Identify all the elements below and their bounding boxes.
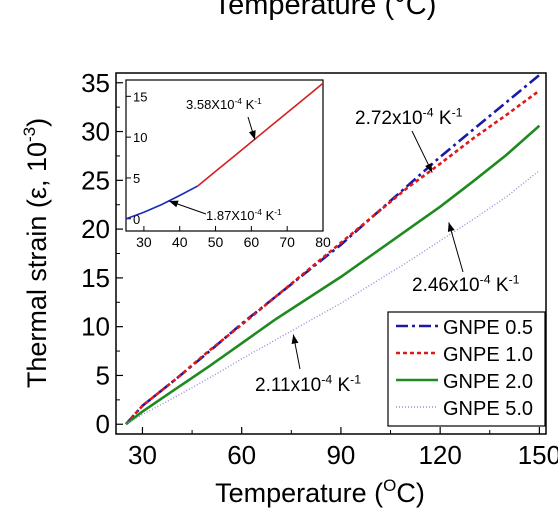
inset-x-tick-label: 80 — [315, 234, 331, 250]
main-y-tick-label: 20 — [81, 214, 110, 244]
main-x-axis: 30 60 90 120 150 — [128, 427, 558, 470]
inset-annotation-arrow-3-58-head — [248, 130, 256, 140]
inset-annotations-group: 3.58X10-4 K-1 1.87X10-4 K-1 — [168, 96, 282, 223]
inset-segment-high — [197, 82, 324, 187]
inset-x-tick-label: 40 — [172, 234, 188, 250]
main-series-group — [124, 73, 541, 426]
series-line-gnpe-2-0 — [125, 124, 541, 426]
main-y-tick-label: 10 — [81, 312, 110, 342]
inset-x-tick-label: 30 — [136, 234, 152, 250]
main-y-axis: 0 5 10 15 20 25 30 35 — [81, 68, 123, 439]
main-y-tick-label: 5 — [96, 360, 110, 390]
main-x-tick-label: 30 — [128, 440, 157, 470]
main-y-tick-label: 30 — [81, 117, 110, 147]
xlabel-sup: O — [383, 476, 396, 495]
annotation-slope-2-46: 2.46x10-4 K-1 — [412, 272, 520, 296]
xlabel-main: Temperature ( — [215, 478, 383, 508]
inset-series-group — [125, 82, 324, 220]
annotation-slope-2-72: 2.72x10-4 K-1 — [355, 105, 463, 129]
inset-annotation-slope-1-87: 1.87X10-4 K-1 — [206, 207, 282, 223]
legend-label: GNPE 1.0 — [443, 344, 533, 366]
main-x-tick-label: 90 — [326, 440, 355, 470]
inset-x-tick-label: 50 — [208, 234, 224, 250]
inset-y-tick-label: 15 — [133, 89, 147, 104]
inset-annotation-arrow-1-87-head — [168, 200, 179, 208]
annotation-arrow-2-11-head — [291, 334, 299, 345]
inset-y-axis: 0 5 10 15 — [126, 89, 147, 227]
legend-label: GNPE 2.0 — [443, 371, 533, 393]
series-line-gnpe-1-0 — [124, 89, 541, 426]
inset-segment-low — [125, 185, 198, 220]
legend-label: GNPE 5.0 — [443, 398, 533, 420]
main-y-tick-label: 35 — [81, 68, 110, 98]
series-line-gnpe-5-0 — [125, 170, 540, 425]
annotation-arrow-2-46-head — [447, 222, 455, 232]
main-y-tick-label: 25 — [81, 165, 110, 195]
inset-x-axis: 30 40 50 60 70 80 — [136, 226, 331, 250]
annotation-slope-2-11: 2.11x10-4 K-1 — [255, 372, 361, 396]
inset-chart: 0 5 10 15 30 40 50 60 70 80 3.58X10-4 K-1 1.87X10… — [125, 79, 331, 250]
xlabel-tail: C) — [396, 478, 425, 508]
main-y-tick-label: 15 — [81, 263, 110, 293]
inset-annotation-slope-3-58: 3.58X10-4 K-1 — [186, 96, 262, 112]
inset-y-tick-label: 0 — [133, 212, 140, 227]
inset-x-tick-label: 70 — [279, 234, 295, 250]
main-x-tick-label: 120 — [418, 440, 461, 470]
main-x-tick-label: 150 — [518, 440, 558, 470]
inset-y-tick-label: 10 — [133, 130, 147, 145]
main-x-tick-label: 60 — [227, 440, 256, 470]
main-x-axis-label: Temperature (OC) — [215, 476, 425, 508]
inset-x-tick-label: 60 — [244, 234, 260, 250]
ylabel-exponent: -3 — [20, 127, 39, 142]
legend-label: GNPE 0.5 — [443, 317, 533, 339]
inset-y-tick-label: 5 — [133, 171, 140, 186]
annotation-arrow-2-72-head — [425, 162, 433, 173]
main-y-axis-label: Thermal strain (ε, 10-3) — [20, 118, 52, 388]
ylabel-tail: ) — [22, 118, 52, 127]
main-annotations-group: 2.72x10-4 K-1 2.46x10-4 K-1 2.11x10-4 K-1 — [255, 105, 520, 396]
clipped-top-axis-label: Temperature (°C) — [214, 0, 437, 21]
main-y-tick-label: 0 — [96, 409, 110, 439]
legend: GNPE 0.5 GNPE 1.0 GNPE 2.0 GNPE 5.0 — [387, 311, 546, 427]
